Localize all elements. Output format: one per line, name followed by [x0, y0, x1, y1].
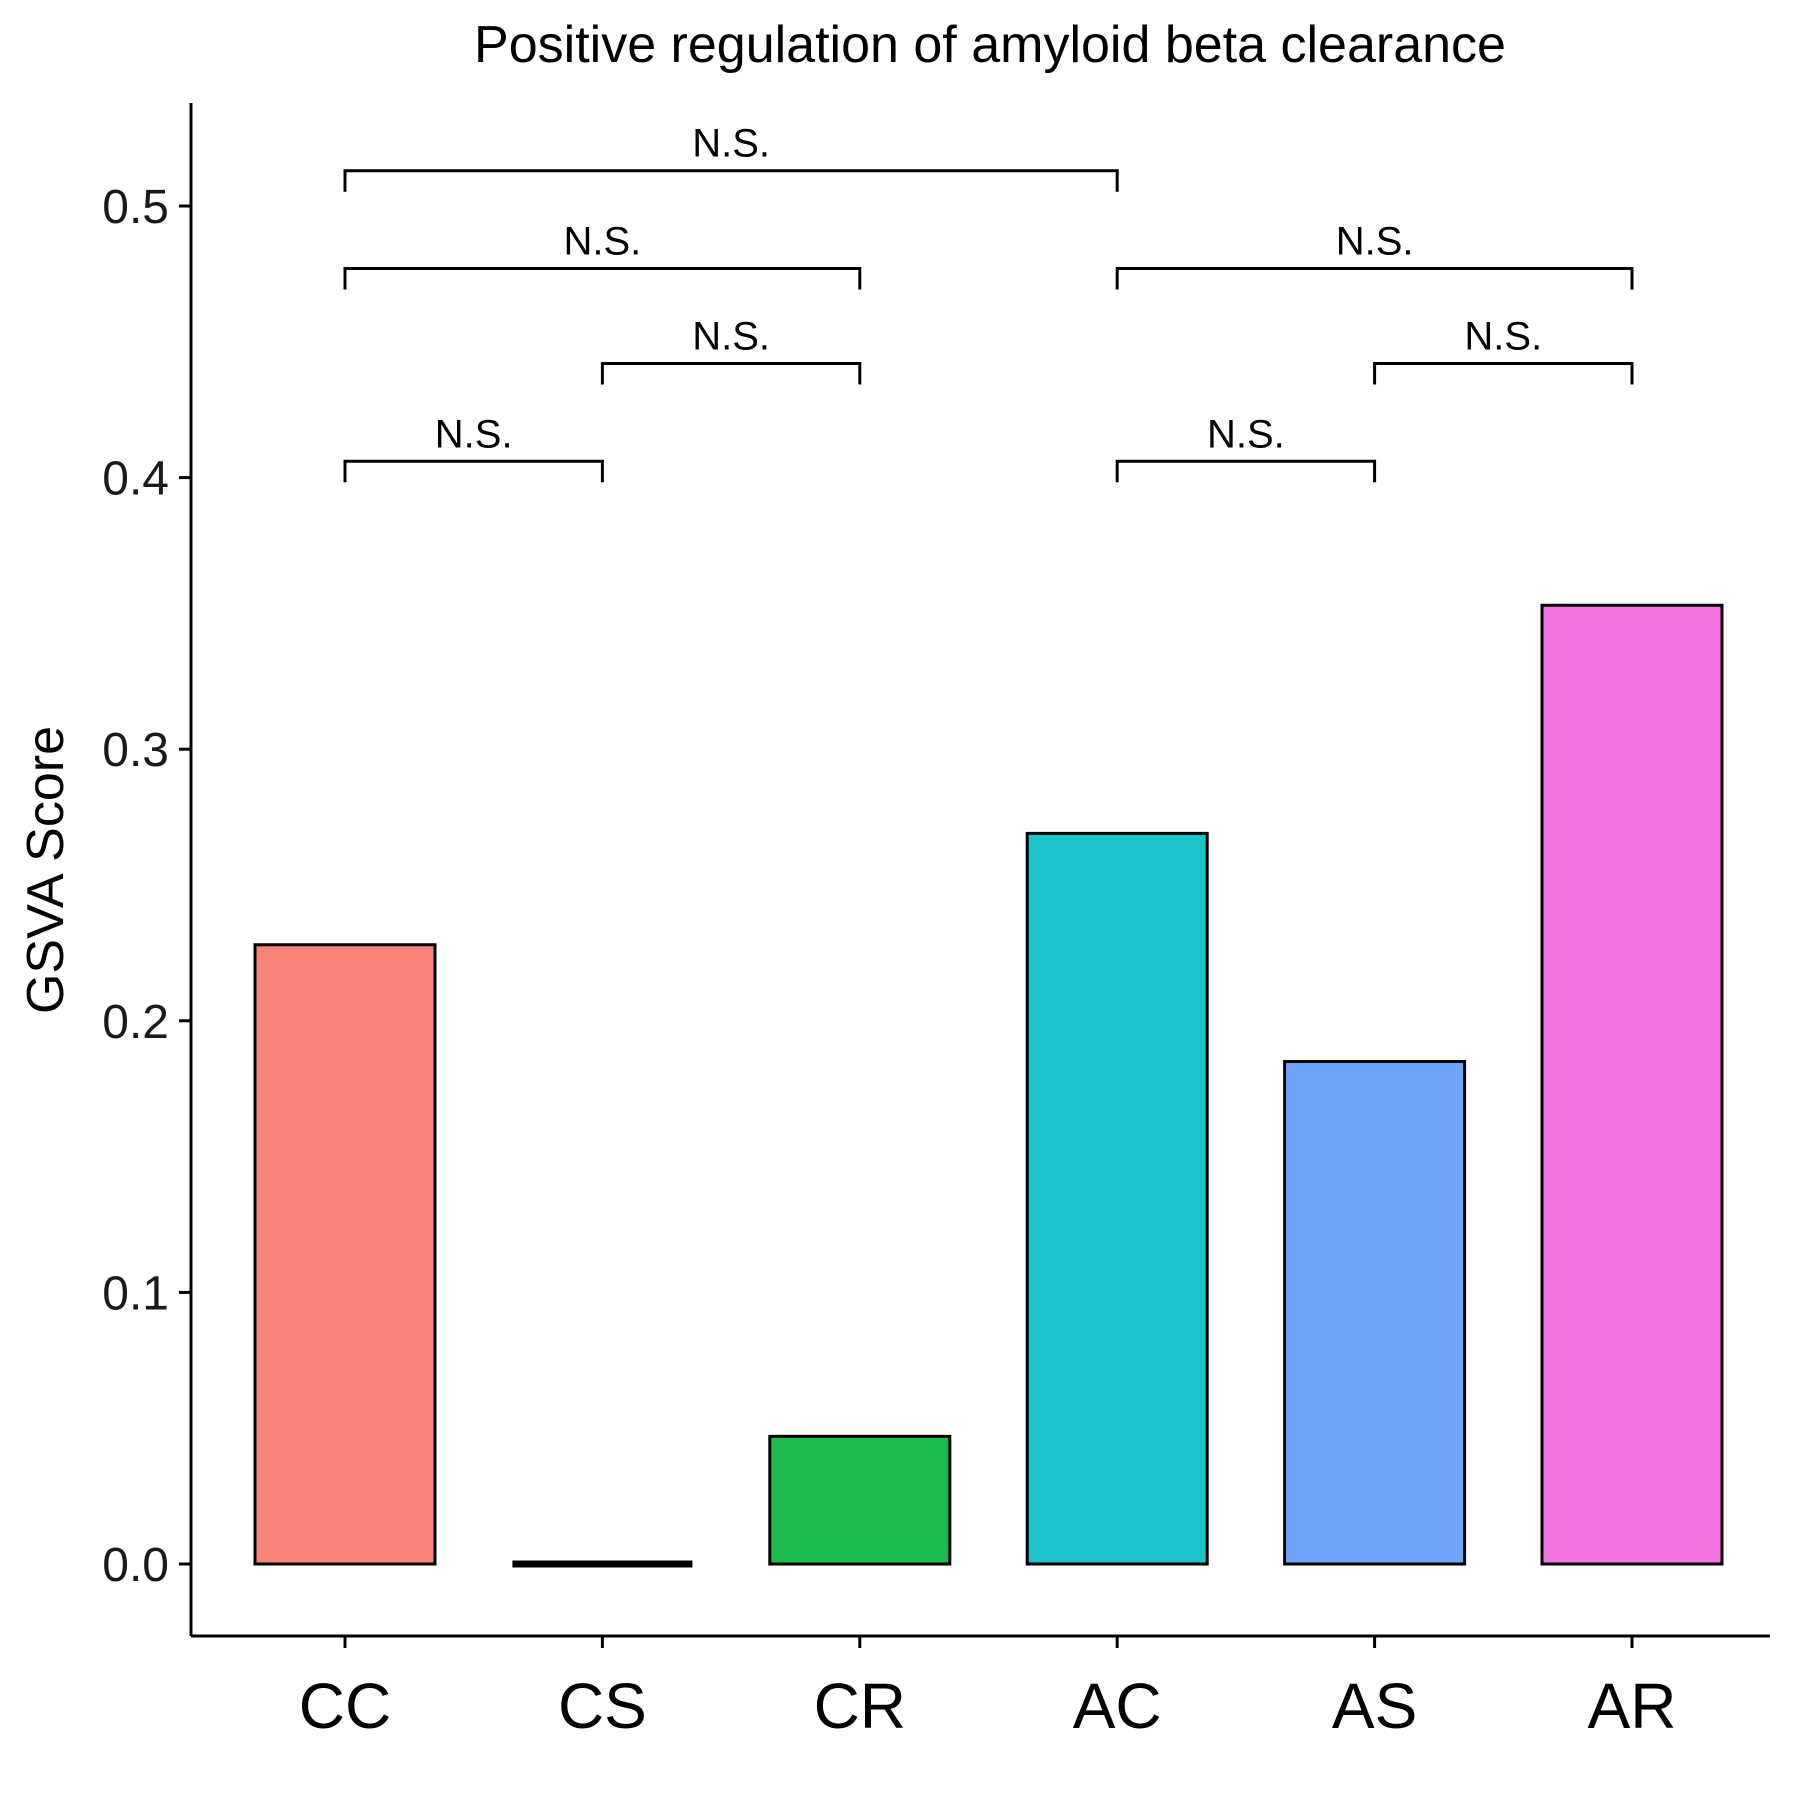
significance-bracket [1115, 459, 1377, 483]
significance-brackets: N.S. N.S. N.S. N.S. N.S. N.S. N.S. [343, 122, 1634, 483]
significance-bracket [343, 266, 862, 290]
y-tick-label: 0.1 [102, 1267, 169, 1320]
bar-ac [1025, 831, 1209, 1566]
significance-label: N.S. [564, 219, 642, 263]
x-tick-label: CC [299, 1670, 391, 1742]
significance-bracket [343, 459, 604, 483]
y-tick-label: 0.2 [102, 996, 169, 1049]
significance-label: N.S. [692, 122, 770, 166]
x-tick-label: CR [814, 1670, 906, 1742]
x-tick-label: CS [558, 1670, 647, 1742]
x-tick-label: AC [1073, 1670, 1162, 1742]
bar-cc [253, 943, 437, 1566]
significance-label: N.S. [1464, 315, 1542, 359]
y-tick-label: 0.3 [102, 724, 169, 777]
x-tick-label: AR [1588, 1670, 1677, 1742]
y-tick-label: 0.4 [102, 453, 169, 506]
significance-label: N.S. [692, 315, 770, 359]
significance-label: N.S. [435, 412, 513, 456]
x-tick-label: AS [1332, 1670, 1417, 1742]
y-axis-title: GSVA Score [17, 726, 75, 1014]
significance-bracket [343, 169, 1119, 192]
significance-bracket [1115, 266, 1634, 290]
bar-as [1283, 1060, 1467, 1566]
significance-bracket [1373, 362, 1634, 385]
chart-title: Positive regulation of amyloid beta clea… [474, 16, 1506, 74]
y-tick-label: 0.5 [102, 181, 169, 234]
bar-ar [1540, 603, 1724, 1566]
y-tick-label: 0.0 [102, 1539, 169, 1592]
significance-label: N.S. [1336, 219, 1414, 263]
axes: 0.0 0.1 0.2 0.3 0.4 0.5 CC CS CR AC AS AR [102, 103, 1770, 1742]
bar-cr [768, 1434, 952, 1566]
significance-bracket [600, 362, 862, 385]
significance-label: N.S. [1207, 412, 1285, 456]
bars [253, 603, 1724, 1568]
